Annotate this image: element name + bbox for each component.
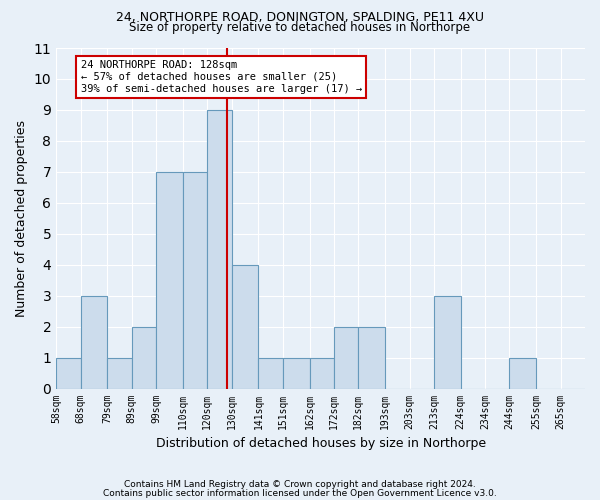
Bar — [283, 358, 310, 388]
Y-axis label: Number of detached properties: Number of detached properties — [15, 120, 28, 317]
Text: 24 NORTHORPE ROAD: 128sqm
← 57% of detached houses are smaller (25)
39% of semi-: 24 NORTHORPE ROAD: 128sqm ← 57% of detac… — [80, 60, 362, 94]
Bar — [156, 172, 183, 388]
Bar — [80, 296, 107, 388]
Bar — [434, 296, 461, 388]
Text: Contains HM Land Registry data © Crown copyright and database right 2024.: Contains HM Land Registry data © Crown c… — [124, 480, 476, 489]
X-axis label: Distribution of detached houses by size in Northorpe: Distribution of detached houses by size … — [155, 437, 485, 450]
Bar — [56, 358, 80, 388]
Bar — [107, 358, 132, 388]
Bar — [310, 358, 334, 388]
Bar — [207, 110, 232, 388]
Bar — [232, 264, 259, 388]
Bar — [259, 358, 283, 388]
Bar — [183, 172, 207, 388]
Text: Size of property relative to detached houses in Northorpe: Size of property relative to detached ho… — [130, 21, 470, 34]
Bar — [358, 326, 385, 388]
Bar — [132, 326, 156, 388]
Bar — [509, 358, 536, 388]
Bar — [334, 326, 358, 388]
Text: Contains public sector information licensed under the Open Government Licence v3: Contains public sector information licen… — [103, 488, 497, 498]
Text: 24, NORTHORPE ROAD, DONINGTON, SPALDING, PE11 4XU: 24, NORTHORPE ROAD, DONINGTON, SPALDING,… — [116, 11, 484, 24]
